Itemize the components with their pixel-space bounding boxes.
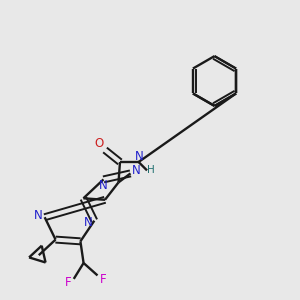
Text: O: O (94, 137, 103, 150)
Text: N: N (34, 209, 42, 222)
Text: F: F (100, 272, 106, 286)
Text: N: N (132, 164, 141, 178)
Text: N: N (99, 179, 108, 192)
Text: F: F (65, 276, 72, 289)
Text: N: N (84, 216, 93, 229)
Text: N: N (135, 150, 144, 163)
Text: H: H (147, 165, 155, 175)
